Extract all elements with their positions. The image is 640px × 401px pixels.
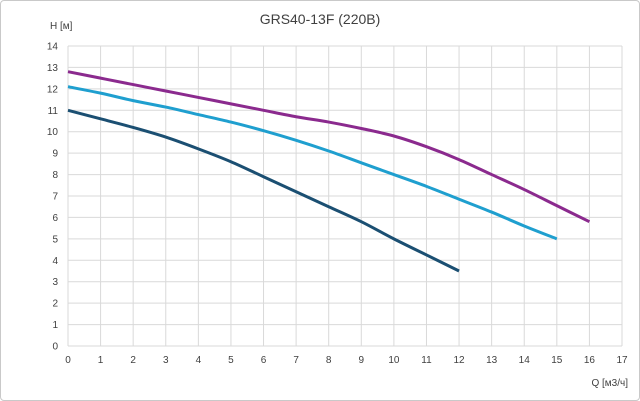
x-tick-label: 17	[616, 355, 628, 366]
x-tick-label: 6	[261, 355, 267, 366]
y-tick-label: 9	[52, 149, 58, 160]
y-tick-label: 11	[48, 106, 59, 117]
x-tick-label: 5	[228, 355, 234, 366]
x-tick-label: 16	[584, 355, 596, 366]
x-tick-label: 1	[98, 355, 104, 366]
y-tick-label: 0	[52, 342, 58, 353]
x-tick-label: 0	[65, 355, 71, 366]
y-tick-label: 3	[52, 277, 58, 288]
x-tick-label: 10	[388, 355, 400, 366]
y-tick-label: 6	[52, 213, 58, 224]
series-line-1	[67, 108, 460, 273]
x-tick-label: 3	[163, 355, 169, 366]
y-tick-label: 5	[52, 234, 58, 245]
x-tick-label: 12	[453, 355, 465, 366]
x-tick-label: 9	[359, 355, 365, 366]
y-tick-label: 13	[47, 63, 59, 74]
series-line-3	[67, 70, 591, 224]
series-line-2	[67, 85, 558, 241]
x-tick-label: 15	[551, 355, 563, 366]
x-tick-label: 2	[130, 355, 136, 366]
y-tick-label: 8	[52, 170, 58, 181]
x-tick-label: 4	[196, 355, 202, 366]
x-axis-label: Q [м3/ч]	[591, 378, 628, 389]
chart-title: GRS40-13F (220В)	[260, 11, 381, 27]
series-group	[67, 70, 591, 273]
y-tick-label: 2	[52, 299, 58, 310]
x-tick-label: 7	[293, 355, 299, 366]
y-tick-label: 4	[52, 256, 58, 267]
grid	[67, 45, 623, 347]
x-tick-label: 13	[486, 355, 498, 366]
y-tick-label: 1	[52, 320, 58, 331]
y-tick-label: 10	[47, 127, 59, 138]
y-tick-label: 12	[47, 84, 59, 95]
x-tick-label: 14	[519, 355, 531, 366]
x-tick-labels: 0 1 2 3 4 5 6 7 8 9 10 11 12 13 14 15 16 17	[65, 355, 628, 366]
y-axis-label: H [м]	[50, 21, 73, 32]
x-tick-label: 11	[421, 355, 432, 366]
x-tick-label: 8	[326, 355, 332, 366]
y-tick-label: 14	[47, 42, 59, 53]
y-tick-label: 7	[52, 192, 58, 203]
